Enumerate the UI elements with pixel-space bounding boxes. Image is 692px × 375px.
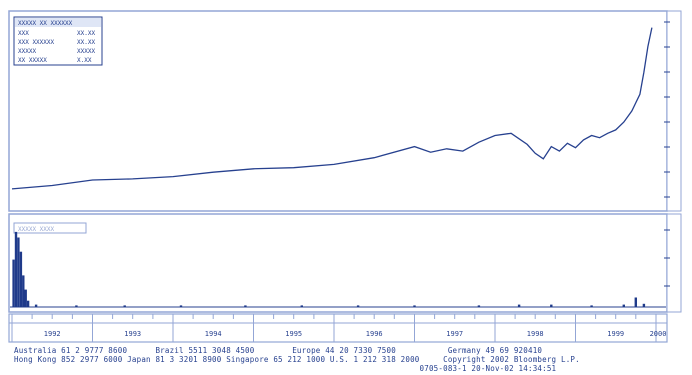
- volume-bar: [356, 305, 360, 307]
- volume-bar: [12, 259, 15, 307]
- volume-bar: [34, 304, 38, 307]
- legend-row-label: XX XXXXX: [18, 57, 47, 64]
- price-line: [11, 27, 653, 190]
- legend-row-value: XX.XX: [77, 30, 95, 37]
- volume-bar: [413, 305, 416, 307]
- time-axis-label: 1999: [607, 330, 624, 338]
- volume-bar: [22, 275, 25, 307]
- time-axis-label: 1994: [205, 330, 222, 338]
- price-axis-strip: [666, 10, 682, 212]
- legend-row-value: XXXXX: [77, 48, 95, 55]
- time-axis-frame: [8, 313, 668, 343]
- volume-bar: [550, 304, 553, 307]
- volume-bar: [17, 237, 20, 307]
- volume-bar: [179, 305, 183, 307]
- legend-row-value: X.XX: [77, 57, 92, 64]
- legend-row-value: XX.XX: [77, 39, 95, 46]
- volume-bar: [19, 251, 23, 307]
- volume-legend-label: XXXXX XXXX: [18, 226, 55, 233]
- volume-bar: [24, 289, 27, 307]
- price-panel: [8, 10, 668, 212]
- volume-bar: [634, 297, 637, 307]
- time-axis-label: 1993: [124, 330, 141, 338]
- time-axis-label: 1996: [366, 330, 383, 338]
- volume-bar: [244, 305, 247, 307]
- volume-bar: [75, 305, 78, 307]
- volume-bar: [622, 304, 625, 307]
- footer-timestamp-line: 0705-083-1 20-Nov-02 14:34:51: [14, 364, 557, 373]
- volume-axis-strip: [666, 213, 682, 313]
- volume-panel: [8, 213, 668, 313]
- volume-bar: [642, 303, 646, 307]
- volume-y-ticks: [664, 229, 670, 287]
- volume-bar: [590, 305, 593, 307]
- legend-row-label: XXXXX: [18, 48, 36, 55]
- time-axis-label: 2000: [650, 330, 667, 338]
- volume-bar: [14, 231, 18, 307]
- volume-bar: [300, 305, 303, 307]
- volume-bars: [12, 231, 646, 307]
- legend-row-label: XXX XXXXXX: [18, 39, 55, 46]
- time-axis: 1992 1993 1994 1995 1996 1997 1998 1999 2000: [11, 314, 667, 342]
- legend-title-bar: [15, 18, 101, 27]
- time-axis-label: 1998: [527, 330, 544, 338]
- footer-contacts-line: Australia 61 2 9777 8600 Brazil 5511 304…: [14, 346, 543, 355]
- volume-legend-frame: [13, 222, 87, 234]
- time-axis-label: 1997: [446, 330, 463, 338]
- time-axis-label: 1995: [285, 330, 302, 338]
- volume-bar: [26, 300, 30, 307]
- legend-title: XXXXX XX XXXXXX: [18, 20, 73, 27]
- price-y-ticks: [664, 21, 670, 198]
- volume-bar: [123, 305, 126, 307]
- footer-contacts-line: Hong Kong 852 2977 6000 Japan 81 3 3201 …: [14, 355, 580, 364]
- price-legend: XXXXX XX XXXXXX XXX XX.XX XXX XXXXXX XX.…: [13, 16, 103, 66]
- time-axis-label: 1992: [44, 330, 61, 338]
- volume-bar: [517, 304, 521, 307]
- legend-row-label: XXX: [18, 30, 29, 37]
- volume-bar: [477, 305, 481, 307]
